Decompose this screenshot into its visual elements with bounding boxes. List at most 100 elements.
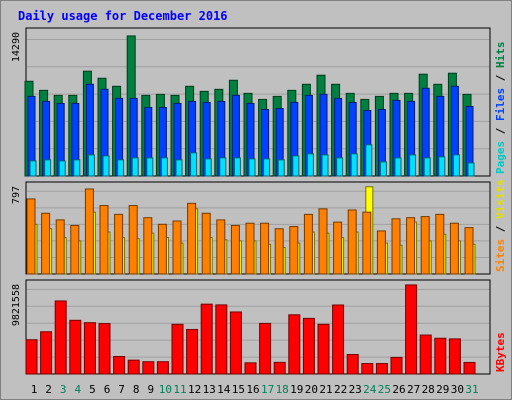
day-label: 25 (378, 383, 391, 396)
bar-pages (44, 159, 52, 177)
bar-kbytes (25, 339, 38, 375)
bar-sites (420, 216, 430, 275)
bar-sites (435, 213, 445, 275)
bar-kbytes (259, 322, 272, 375)
bar-pages (102, 155, 110, 177)
bar-kbytes (83, 322, 96, 375)
day-label: 18 (276, 383, 289, 396)
bar-pages (146, 157, 154, 177)
bar-sites (260, 222, 270, 275)
bar-kbytes (40, 331, 53, 375)
bar-kbytes (229, 311, 242, 375)
bar-sites (274, 228, 284, 275)
bar-sites (376, 230, 386, 275)
bar-pages (321, 154, 329, 177)
bar-kbytes (390, 356, 403, 375)
bar-pages (365, 144, 373, 177)
bar-kbytes (288, 314, 301, 375)
day-label: 16 (246, 383, 259, 396)
bar-pages (248, 158, 256, 177)
day-label: 31 (465, 383, 478, 396)
bar-pages (29, 160, 37, 177)
legend-text: Visits (494, 179, 507, 219)
panel-2: 797 (11, 181, 491, 275)
bar-sites (391, 218, 401, 275)
bar-sites (26, 198, 36, 275)
bar-sites (70, 224, 80, 275)
legend-text: / (494, 68, 507, 88)
day-label: 29 (436, 383, 449, 396)
scale-max-label: 797 (11, 186, 22, 204)
legend-text: Files (494, 88, 507, 121)
day-label: 24 (363, 383, 377, 396)
bar-sites (114, 213, 124, 275)
bar-kbytes (317, 323, 330, 375)
bar-kbytes (186, 328, 199, 375)
bar-kbytes (98, 323, 111, 375)
bar-kbytes (54, 300, 67, 375)
day-label: 13 (203, 383, 216, 396)
day-label: 22 (334, 383, 347, 396)
bar-kbytes (113, 355, 126, 375)
legend-text: KBytes (494, 332, 507, 372)
panel-1: 14290 (11, 27, 491, 177)
bar-kbytes (419, 334, 432, 375)
bar-sites (464, 227, 474, 275)
bar-kbytes (156, 361, 169, 375)
bar-pages (438, 156, 446, 177)
day-label: 3 (60, 383, 67, 396)
day-label: 21 (319, 383, 332, 396)
bar-sites (172, 220, 182, 275)
day-label: 23 (349, 383, 362, 396)
bar-kbytes (215, 304, 228, 375)
day-label: 28 (422, 383, 435, 396)
day-label: 20 (305, 383, 318, 396)
scale-max-label: 9821558 (11, 284, 22, 326)
bar-sites (289, 226, 299, 275)
bar-pages (452, 154, 460, 177)
bar-pages (394, 157, 402, 177)
bar-sites (406, 217, 416, 275)
bar-kbytes (302, 317, 315, 375)
day-label: 6 (104, 383, 111, 396)
bar-pages (409, 154, 417, 177)
bar-sites (157, 223, 167, 275)
bar-sites (216, 219, 226, 275)
bar-pages (58, 160, 66, 177)
bar-sites (362, 211, 372, 275)
bar-pages (190, 152, 198, 177)
day-label: 14 (217, 383, 231, 396)
bar-pages (73, 159, 81, 177)
bar-pages (263, 158, 271, 177)
day-label: 7 (118, 383, 125, 396)
day-label: 4 (74, 383, 81, 396)
legend-text: Sites (494, 239, 507, 272)
series-legend-2: Sites / Visits (494, 179, 507, 272)
bar-pages (160, 157, 168, 177)
bar-kbytes (200, 303, 213, 375)
bar-kbytes (69, 319, 82, 375)
bar-sites (333, 221, 343, 275)
series-legend-3: KBytes (494, 332, 507, 372)
bar-sites (201, 212, 211, 275)
bar-pages (467, 162, 475, 177)
panel-3: 9821558 (11, 279, 491, 375)
bar-pages (277, 159, 285, 177)
bar-kbytes (434, 337, 447, 375)
bar-pages (219, 157, 227, 177)
bar-pages (204, 158, 212, 177)
bar-kbytes (244, 362, 257, 375)
day-label: 11 (173, 383, 186, 396)
day-label: 19 (290, 383, 303, 396)
bar-kbytes (346, 353, 359, 375)
day-label: 30 (451, 383, 464, 396)
bar-sites (55, 219, 65, 275)
bar-pages (336, 157, 344, 177)
legend-text: Hits (494, 42, 507, 69)
bar-pages (306, 153, 314, 177)
bar-pages (175, 159, 183, 177)
bar-kbytes (142, 361, 155, 375)
bar-sites (347, 209, 357, 275)
day-label: 5 (89, 383, 96, 396)
bar-sites (128, 205, 138, 275)
